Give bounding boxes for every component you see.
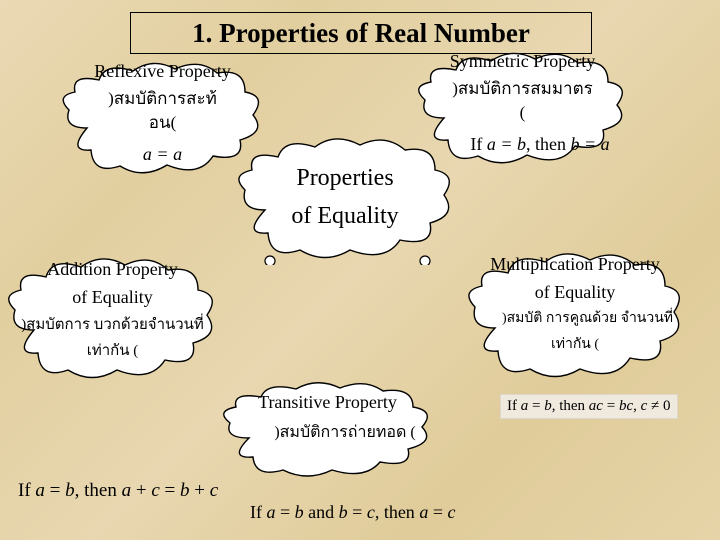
title-text: 1. Properties of Real Number: [192, 18, 530, 49]
reflexive-label-th1: )สมบัติการสะท้: [55, 88, 270, 111]
transitive-equation: If a = b and b = c, then a = c: [250, 502, 455, 523]
addition-equation: If a = b, then a + c = b + c: [18, 480, 218, 502]
transitive-label-en: Transitive Property: [215, 390, 440, 414]
title-box: 1. Properties of Real Number: [130, 12, 592, 54]
multiplication-label-th1: )สมบัติ การคูณด้วย จำนวนที่: [455, 310, 720, 329]
addition-label-th1: )สมบัตการ บวกด้วยจำนวนที่: [0, 315, 225, 335]
symmetric-eq: If a = b, then b = a: [410, 132, 670, 156]
addition-label-th2: เท่ากัน (: [0, 341, 225, 361]
reflexive-cloud: Reflexive Property )สมบัติการสะท้ อน( a …: [55, 60, 270, 180]
multiplication-label-th2: เท่ากัน (: [460, 336, 690, 355]
transitive-label-th1: )สมบัติการถ่ายทอด (: [215, 422, 475, 444]
symmetric-label-en: Symmetric Property: [410, 49, 635, 73]
symmetric-cloud: Symmetric Property )สมบัติการสมมาตร ( If…: [410, 50, 635, 170]
symmetric-label-th1: )สมบัติการสมมาตร: [410, 78, 635, 101]
multiplication-equation: If a = b, then ac = bc, c ≠ 0: [500, 394, 678, 419]
reflexive-eq: a = a: [55, 142, 270, 166]
addition-cloud: Addition Property of Equality )สมบัตการ …: [0, 255, 225, 385]
addition-label-en2: of Equality: [0, 285, 225, 309]
center-line1: Properties: [230, 165, 460, 192]
symmetric-label-th2: (: [410, 102, 635, 125]
reflexive-label-th2: อน(: [55, 112, 270, 135]
reflexive-label-en: Reflexive Property: [55, 59, 270, 83]
multiplication-cloud: Multiplication Property of Equality )สมบ…: [460, 250, 690, 385]
multiplication-label-en2: of Equality: [460, 280, 690, 304]
addition-label-en: Addition Property: [0, 257, 225, 281]
multiplication-label-en: Multiplication Property: [450, 252, 700, 276]
transitive-cloud: Transitive Property )สมบัติการถ่ายทอด (: [215, 380, 440, 480]
center-line2: of Equality: [230, 203, 460, 230]
